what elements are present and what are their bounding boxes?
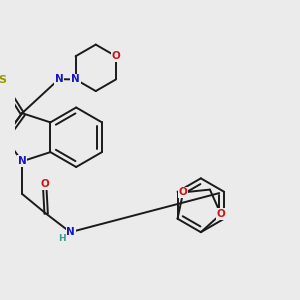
Text: O: O (112, 51, 120, 61)
Text: N: N (71, 74, 80, 84)
Text: O: O (217, 209, 225, 219)
Text: O: O (40, 179, 49, 189)
Text: N: N (66, 226, 75, 237)
Text: O: O (179, 188, 188, 197)
Text: S: S (0, 75, 6, 85)
Text: N: N (55, 74, 63, 84)
Text: H: H (58, 234, 66, 243)
Text: N: N (18, 156, 26, 166)
